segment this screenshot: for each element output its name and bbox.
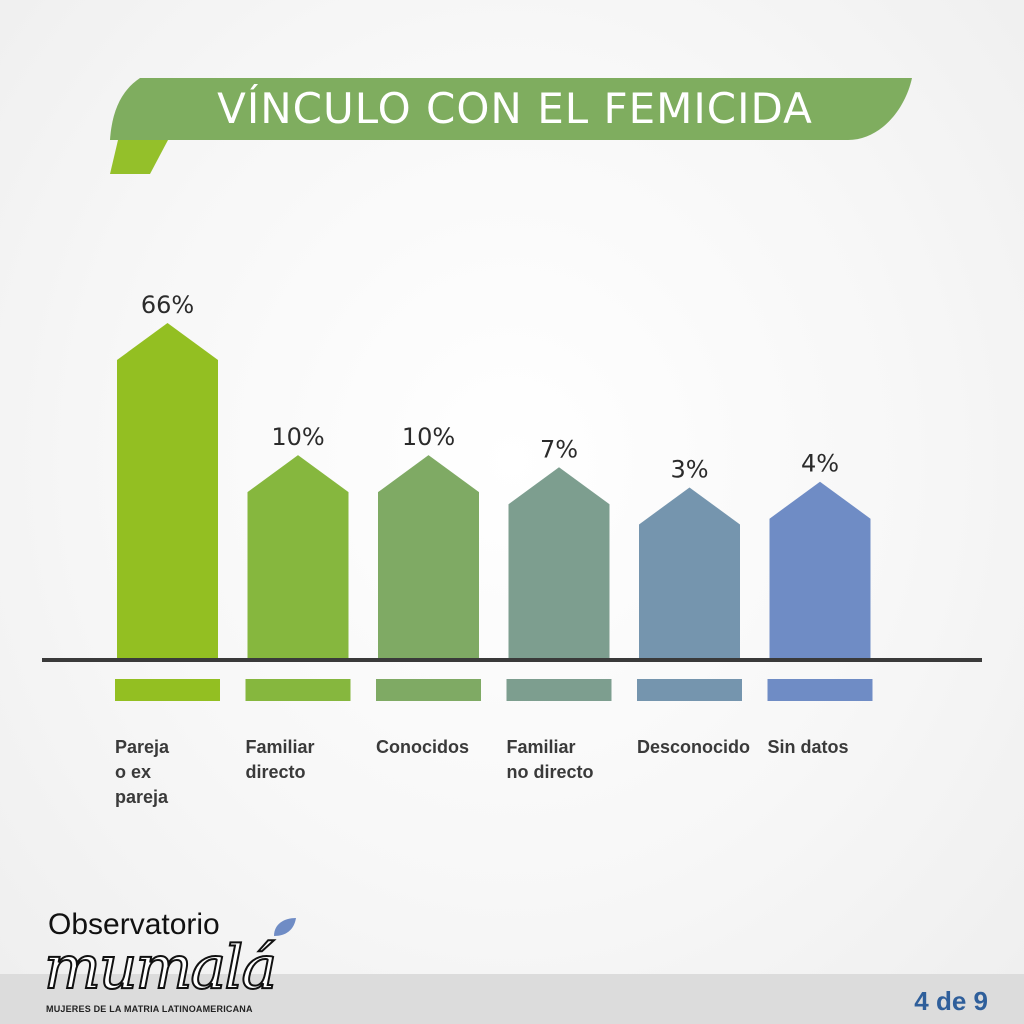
bar-1 (247, 455, 349, 660)
value-label-5: 4% (801, 450, 839, 478)
legend-swatch-5 (767, 679, 873, 701)
category-label-3: Familiar no directo (506, 737, 594, 782)
logo-subtitle: MUJERES DE LA MATRIA LATINOAMERICANA (46, 1004, 253, 1014)
banner-shape (110, 78, 912, 140)
bar-3 (508, 467, 610, 660)
logo-wordmark: mumalá (43, 933, 278, 1003)
observatorio-logo: Observatorio mumalá MUJERES DE LA MATRIA… (40, 908, 320, 1020)
bar-0 (117, 323, 218, 660)
category-label-4: Desconocido (637, 737, 751, 757)
bar-4 (639, 487, 740, 660)
legend-swatch-2 (376, 679, 481, 701)
category-label-2: Conocidos (376, 737, 469, 757)
page-counter: 4 de 9 (914, 986, 988, 1016)
footer-band (0, 974, 1024, 1024)
category-label-1: Familiar directo (245, 737, 315, 782)
value-label-4: 3% (670, 455, 708, 483)
logo-top-text: Observatorio (48, 908, 220, 941)
leaf-icon (274, 918, 296, 936)
page-title: VÍNCULO CON EL FEMICIDA (217, 84, 813, 133)
legend-swatch-4 (637, 679, 742, 701)
category-label-0: Pareja o ex pareja (115, 737, 170, 807)
title-banner (110, 78, 912, 174)
value-label-1: 10% (271, 423, 324, 451)
value-label-0: 66% (141, 291, 194, 319)
value-label-3: 7% (540, 435, 578, 463)
banner-accent (110, 140, 168, 174)
legend-swatch-1 (245, 679, 351, 701)
category-label-5: Sin datos (767, 737, 849, 757)
legend-swatch-3 (506, 679, 612, 701)
bar-2 (378, 455, 479, 660)
bar-5 (769, 481, 871, 660)
legend-swatch-0 (115, 679, 220, 701)
value-label-2: 10% (402, 423, 455, 451)
